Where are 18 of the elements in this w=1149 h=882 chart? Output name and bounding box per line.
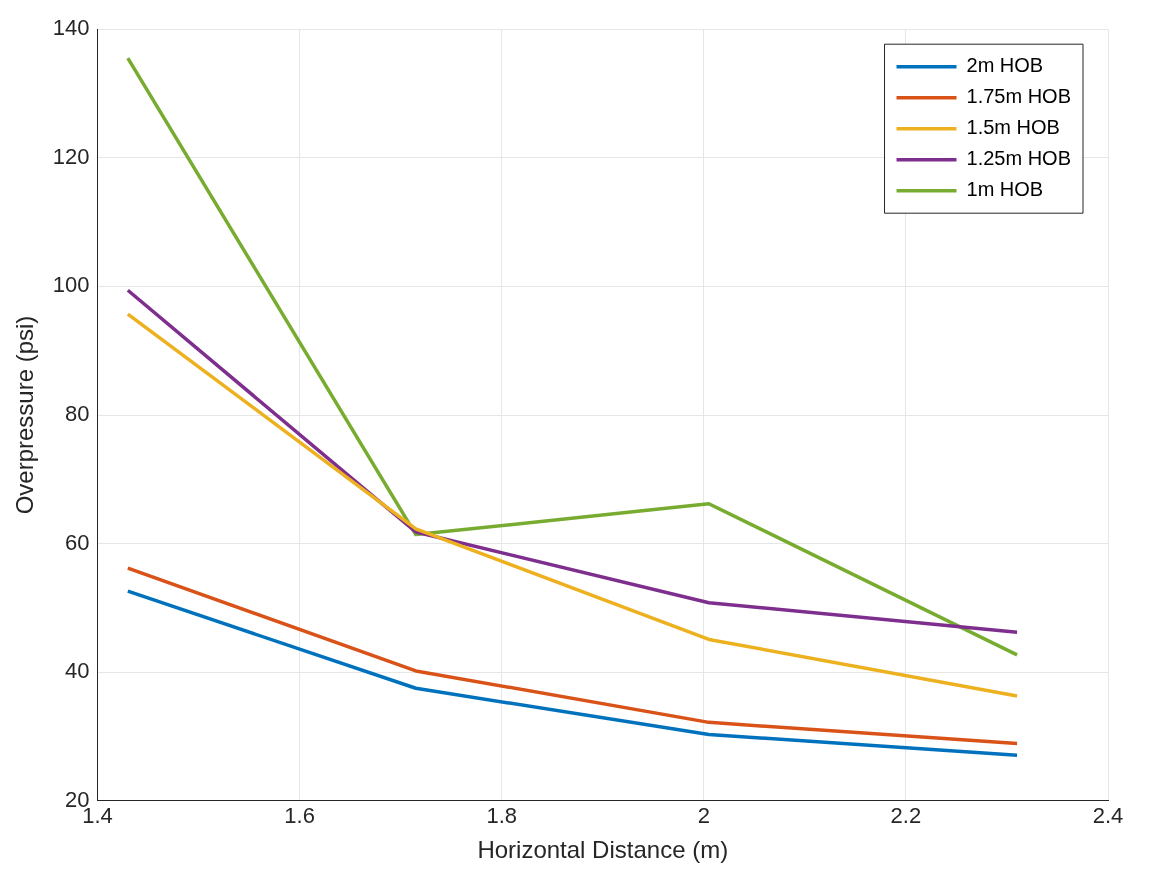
y-axis-title: Overpressure (psi) xyxy=(11,315,39,515)
legend-label: 1m HOB xyxy=(966,178,1044,201)
x-tick-label: 2 xyxy=(697,803,710,829)
y-tick-label: 120 xyxy=(52,143,90,169)
x-axis-title: Horizontal Distance (m) xyxy=(477,836,729,864)
legend-label: 2m HOB xyxy=(966,54,1044,77)
legend-label: 1.25m HOB xyxy=(966,147,1071,170)
y-tick-label: 40 xyxy=(65,658,90,684)
x-tick-label: 2.4 xyxy=(1092,803,1124,829)
x-tick-label: 1.8 xyxy=(486,803,517,829)
legend-label: 1.75m HOB xyxy=(966,85,1071,108)
y-tick-label: 80 xyxy=(65,401,90,427)
y-tick-label: 60 xyxy=(65,529,90,555)
x-tick-label: 2.2 xyxy=(890,803,922,829)
legend-label: 1.5m HOB xyxy=(966,116,1060,139)
x-tick-label: 1.6 xyxy=(284,803,315,829)
y-tick-label: 100 xyxy=(52,272,90,298)
y-tick-label: 140 xyxy=(52,15,90,41)
